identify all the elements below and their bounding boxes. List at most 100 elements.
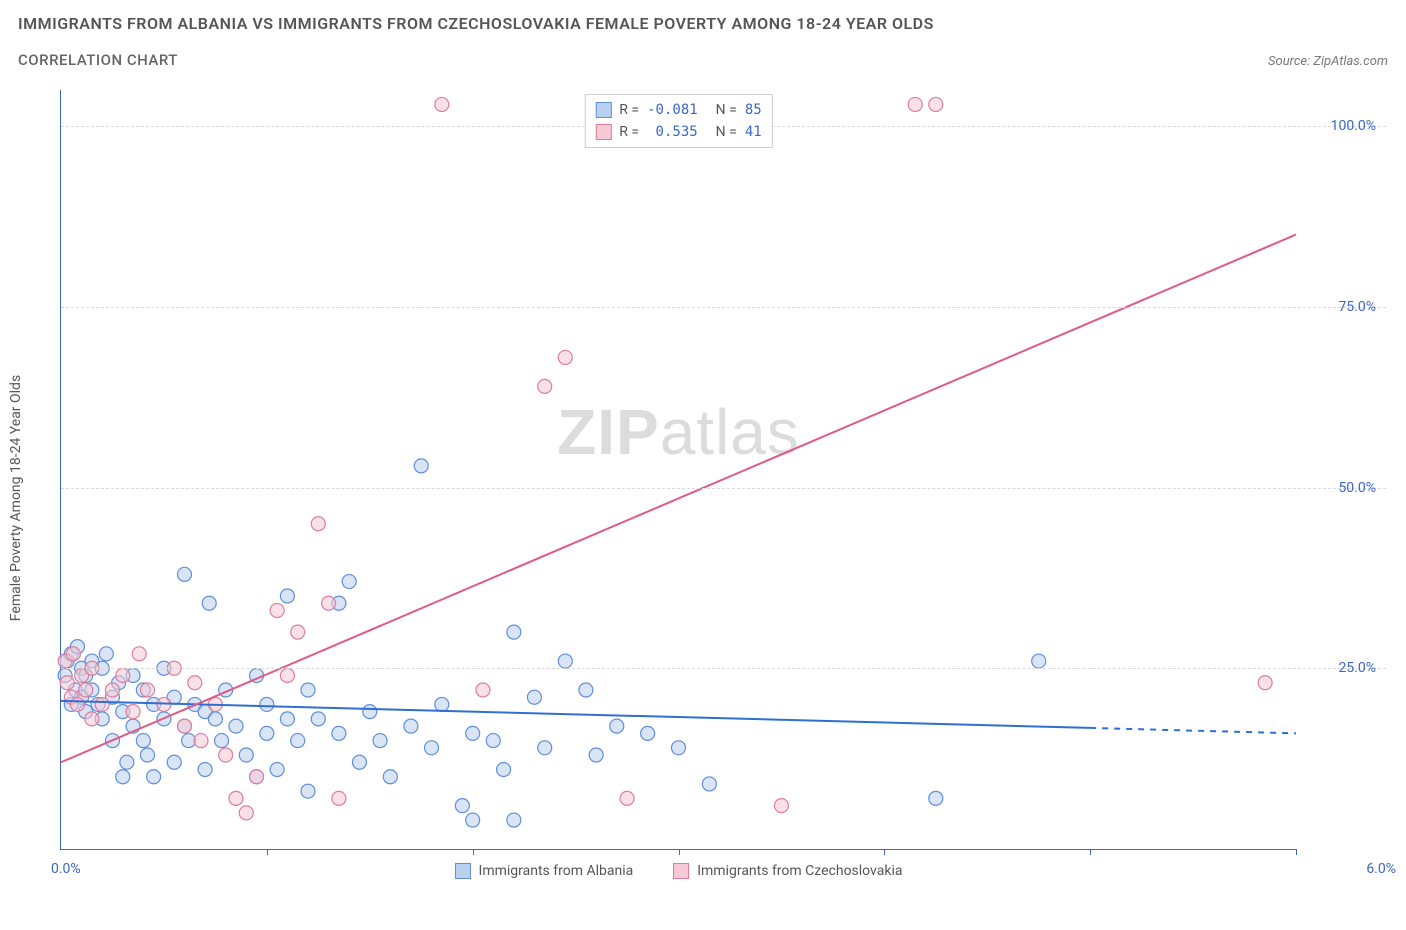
data-point xyxy=(198,762,212,776)
data-point xyxy=(116,669,130,683)
data-point xyxy=(178,567,192,581)
n-value-albania: 85 xyxy=(745,102,762,118)
legend-swatch-icon xyxy=(673,863,689,879)
x-tick xyxy=(473,849,474,855)
legend-swatch-albania xyxy=(595,102,611,118)
data-point xyxy=(202,596,216,610)
data-point xyxy=(538,379,552,393)
data-point xyxy=(239,806,253,820)
data-point xyxy=(188,676,202,690)
legend-label: Immigrants from Albania xyxy=(479,863,634,879)
data-point xyxy=(311,517,325,531)
data-point xyxy=(301,784,315,798)
data-point xyxy=(239,748,253,762)
data-point xyxy=(466,813,480,827)
series-legend: Immigrants from Albania Immigrants from … xyxy=(61,863,1296,879)
trend-line xyxy=(61,235,1296,763)
data-point xyxy=(332,726,346,740)
x-tick xyxy=(1296,849,1297,855)
data-point xyxy=(120,755,134,769)
data-point xyxy=(610,719,624,733)
data-point xyxy=(373,734,387,748)
data-point xyxy=(280,712,294,726)
stats-legend: R = -0.081 N = 85 R = 0.535 N = 41 xyxy=(584,94,772,148)
data-point xyxy=(301,683,315,697)
r-label: R = xyxy=(619,102,639,118)
data-point xyxy=(229,719,243,733)
stats-legend-row: R = -0.081 N = 85 xyxy=(595,99,761,121)
n-value-czech: 41 xyxy=(745,124,762,140)
data-point xyxy=(527,690,541,704)
data-point xyxy=(215,734,229,748)
data-point xyxy=(352,755,366,769)
data-point xyxy=(147,770,161,784)
legend-swatch-czech xyxy=(595,124,611,140)
data-point xyxy=(672,741,686,755)
data-point xyxy=(579,683,593,697)
data-point xyxy=(342,575,356,589)
r-value-albania: -0.081 xyxy=(647,102,698,118)
gridline xyxy=(61,668,1386,669)
data-point xyxy=(229,791,243,805)
data-point xyxy=(425,741,439,755)
data-point xyxy=(641,726,655,740)
data-point xyxy=(178,719,192,733)
data-point xyxy=(322,596,336,610)
stats-legend-row: R = 0.535 N = 41 xyxy=(595,121,761,143)
data-point xyxy=(140,748,154,762)
data-point xyxy=(1258,676,1272,690)
data-point xyxy=(260,697,274,711)
data-point xyxy=(85,712,99,726)
data-point xyxy=(1032,654,1046,668)
legend-item-czech: Immigrants from Czechoslovakia xyxy=(673,863,902,879)
data-point xyxy=(363,705,377,719)
data-point xyxy=(589,748,603,762)
legend-label: Immigrants from Czechoslovakia xyxy=(697,863,902,879)
data-point xyxy=(497,762,511,776)
chart-title: IMMIGRANTS FROM ALBANIA VS IMMIGRANTS FR… xyxy=(18,14,1388,33)
x-tick xyxy=(267,849,268,855)
source-attribution: Source: ZipAtlas.com xyxy=(1268,54,1388,69)
data-point xyxy=(558,350,572,364)
y-tick-label: 75.0% xyxy=(1338,299,1376,315)
data-point xyxy=(558,654,572,668)
data-point xyxy=(270,603,284,617)
x-tick xyxy=(1090,849,1091,855)
data-point xyxy=(66,647,80,661)
data-point xyxy=(280,669,294,683)
x-tick xyxy=(884,849,885,855)
chart-area: Female Poverty Among 18-24 Year Olds ZIP… xyxy=(40,90,1386,890)
data-point xyxy=(136,734,150,748)
data-point xyxy=(620,791,634,805)
data-point xyxy=(774,799,788,813)
y-axis-label: Female Poverty Among 18-24 Year Olds xyxy=(8,375,24,621)
data-point xyxy=(116,770,130,784)
data-point xyxy=(219,748,233,762)
data-point xyxy=(140,683,154,697)
data-point xyxy=(435,97,449,111)
data-point xyxy=(476,683,490,697)
data-point xyxy=(132,647,146,661)
data-point xyxy=(702,777,716,791)
plot-svg xyxy=(61,90,1296,849)
data-point xyxy=(435,697,449,711)
r-label: R = xyxy=(619,124,639,140)
y-tick-label: 100.0% xyxy=(1331,118,1376,134)
data-point xyxy=(404,719,418,733)
data-point xyxy=(929,791,943,805)
trend-line-dashed xyxy=(1090,728,1296,733)
data-point xyxy=(538,741,552,755)
data-point xyxy=(291,625,305,639)
r-value-czech: 0.535 xyxy=(647,124,698,140)
data-point xyxy=(208,712,222,726)
data-point xyxy=(194,734,208,748)
data-point xyxy=(105,683,119,697)
data-point xyxy=(126,705,140,719)
data-point xyxy=(95,697,109,711)
y-tick-label: 50.0% xyxy=(1338,480,1376,496)
data-point xyxy=(455,799,469,813)
data-point xyxy=(507,813,521,827)
y-tick-label: 25.0% xyxy=(1338,660,1376,676)
n-label: N = xyxy=(716,102,737,118)
x-axis-max: 6.0% xyxy=(1366,861,1396,877)
